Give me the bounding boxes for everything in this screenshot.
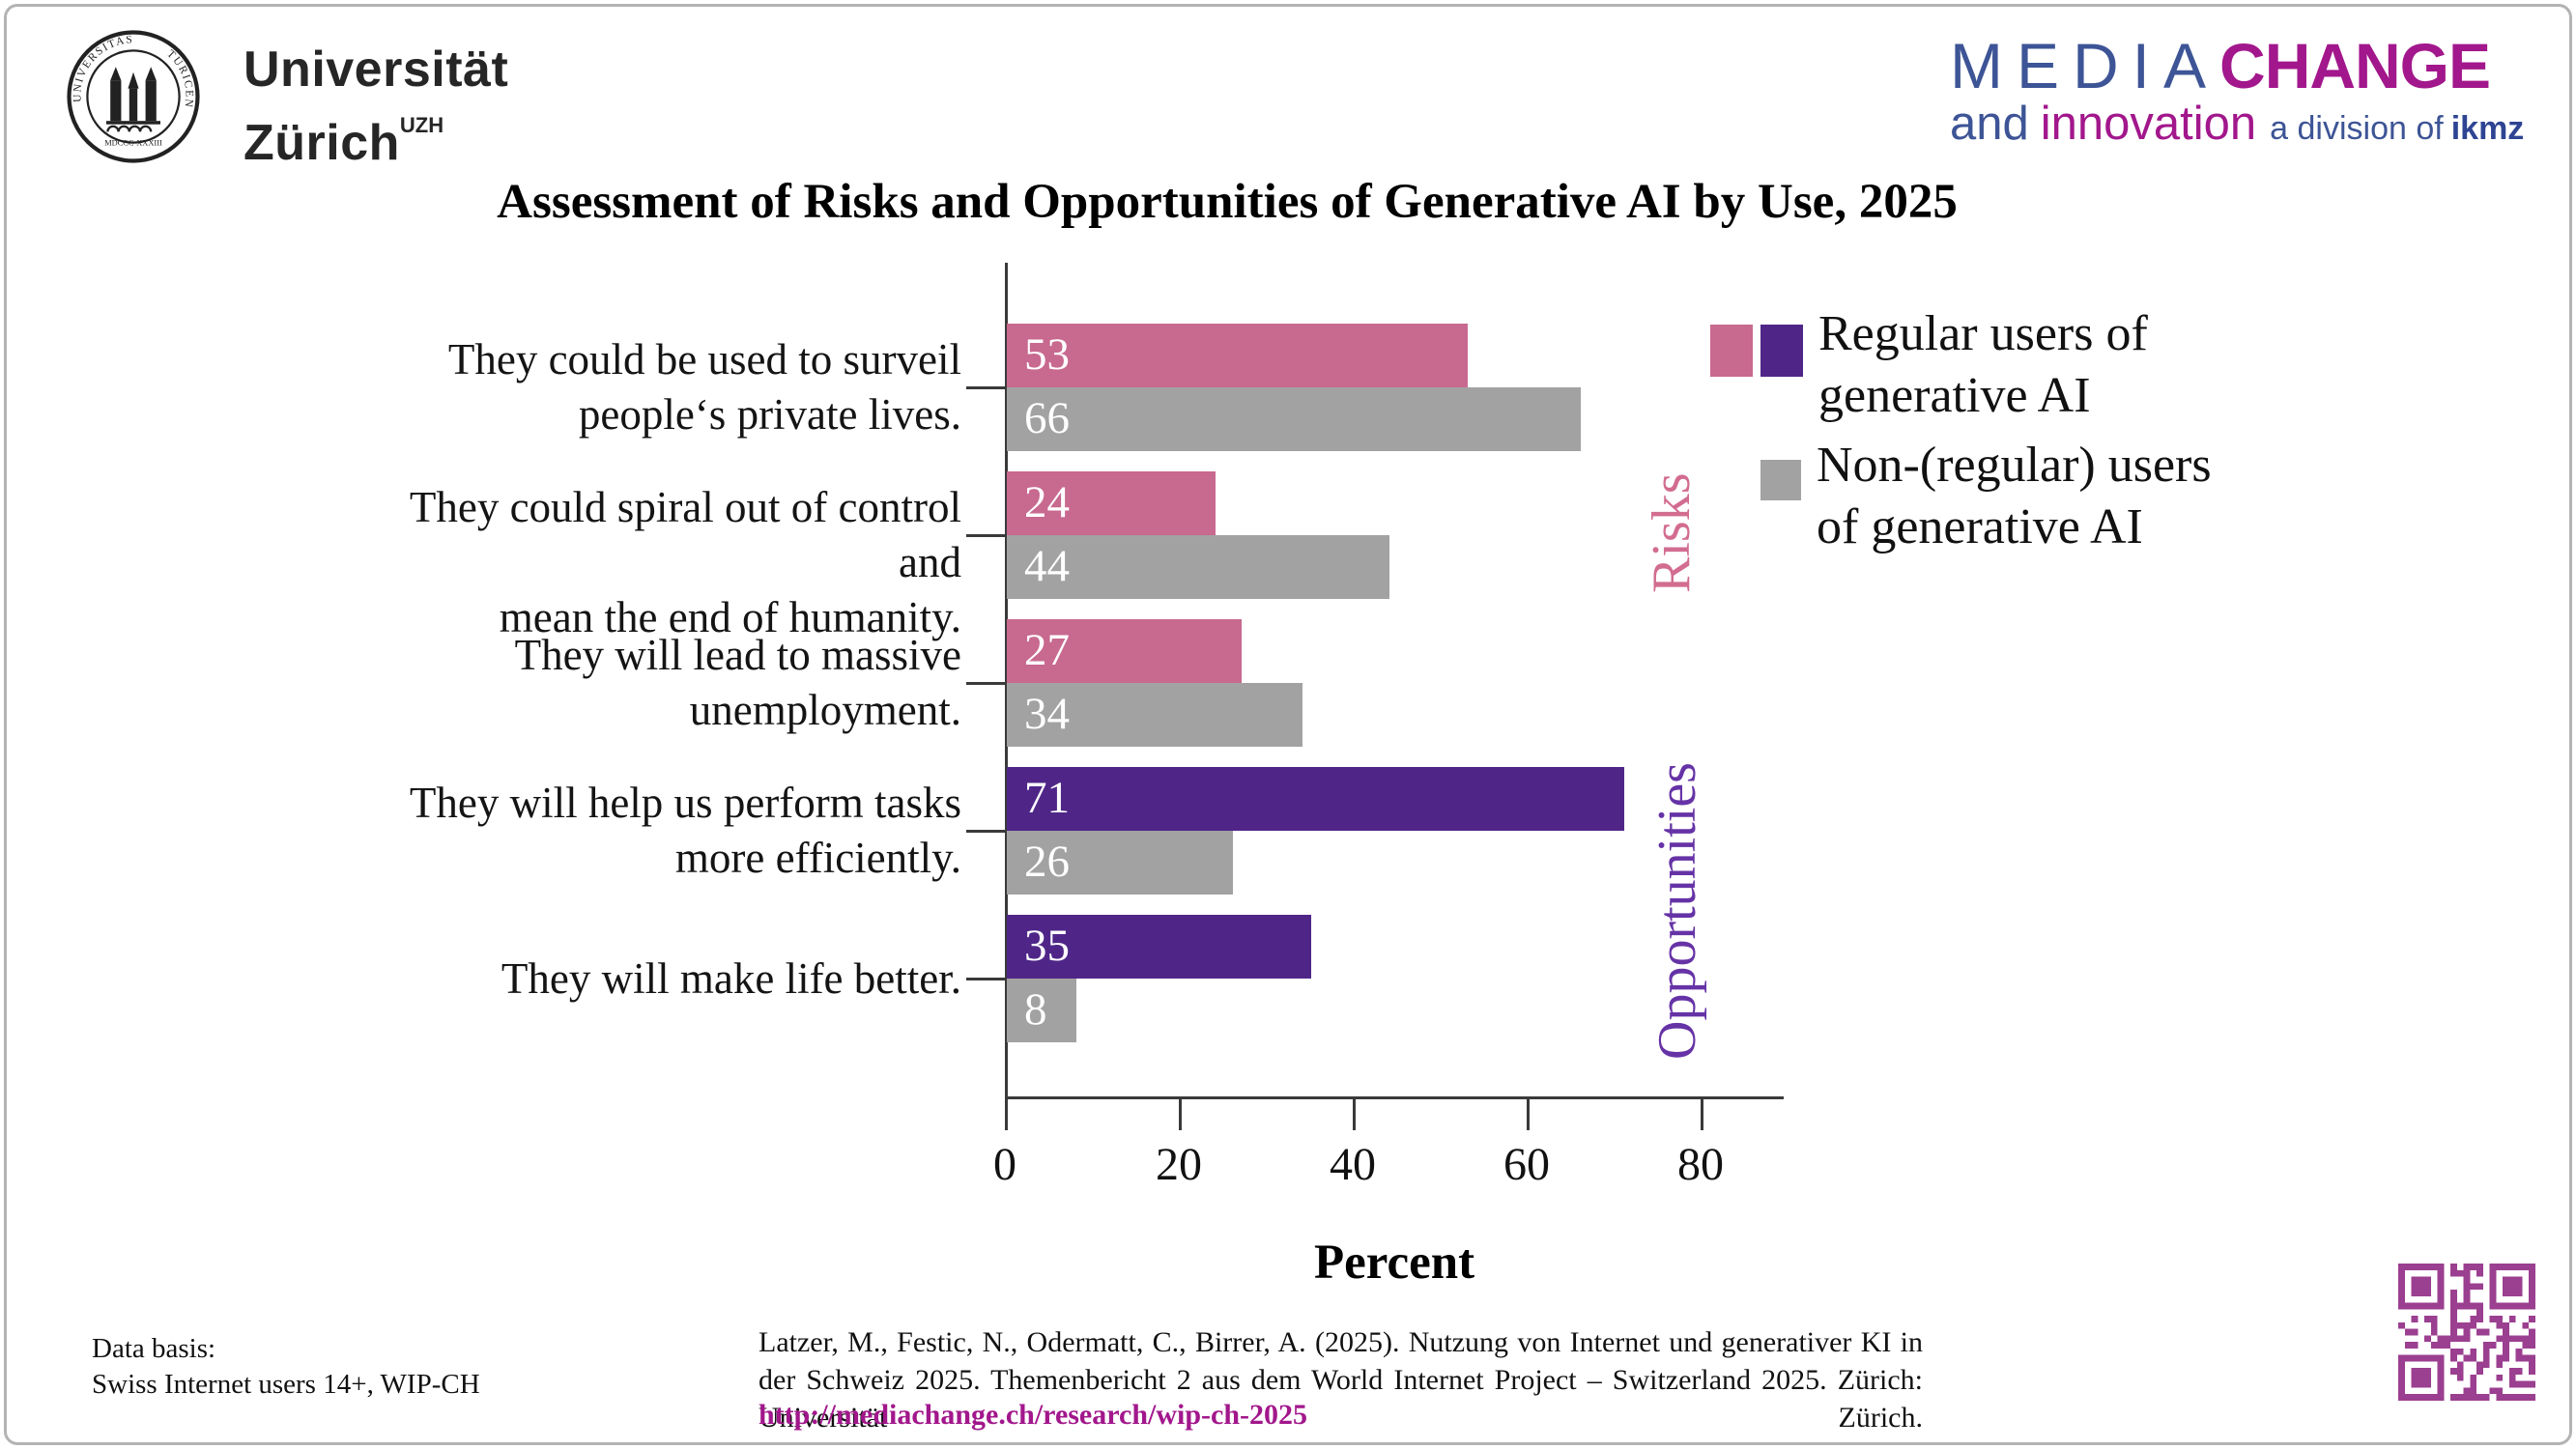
bar-value-label: 71 [1024,773,1070,823]
x-tick-label: 60 [1503,1139,1550,1190]
mediachange-media: MEDIA [1950,30,2220,101]
mediachange-innovation: innovation [2040,98,2257,150]
legend-label: Non-(regular) users of generative AI [1817,438,2212,554]
bar-value-label: 34 [1024,689,1070,739]
mediachange-division-of: a division of [2270,110,2444,147]
bar-value-label: 66 [1024,393,1070,443]
uzh-sup: UZH [399,113,444,137]
bar-nonregular-users: 66 [1007,387,1581,451]
category-leader-line [966,682,1006,685]
chart-title: Assessment of Risks and Opportunities of… [497,175,1958,229]
data-basis-note: Data basis: Swiss Internet users 14+, WI… [92,1333,480,1400]
category-label: They could be used to surveil people‘s pr… [447,335,961,439]
legend-swatch-gray [1760,460,1801,500]
bar-regular-users: 35 [1007,915,1311,979]
legend-item-regular-users: Regular users of generative AI [1710,303,2148,427]
x-tick-label: 20 [1156,1139,1202,1190]
uzh-seal-icon: UNIVERSITAS TURICENSIS MDCCC·XXXIII [66,29,200,163]
category-leader-line [966,386,1006,389]
legend-label: Regular users of generative AI [1818,306,2148,423]
bar-nonregular-users: 44 [1007,535,1389,599]
bar-value-label: 53 [1024,329,1070,380]
uzh-wordmark: Universität ZürichUZH [243,42,509,171]
bar-nonregular-users: 34 [1007,683,1302,747]
bar-regular-users: 71 [1007,767,1624,831]
section-label-risks: Risks [1642,472,1702,594]
category-leader-line [966,830,1006,833]
x-axis-line [1005,1096,1784,1099]
bar-value-label: 8 [1024,984,1047,1035]
bar-value-label: 44 [1024,541,1070,591]
bar-regular-users: 24 [1007,471,1216,535]
x-tick-label: 0 [993,1139,1016,1190]
qr-code [2398,1264,2535,1401]
x-tick [1353,1097,1356,1130]
mediachange-logo: MEDIA CHANGE and innovation a division of… [1950,29,2524,151]
x-tick [1005,1097,1008,1130]
mediachange-change: CHANGE [2219,30,2491,101]
x-tick-label: 80 [1677,1139,1724,1190]
section-label-opportunities: Opportunities [1647,762,1707,1060]
x-tick [1701,1097,1703,1130]
bar-value-label: 26 [1024,837,1070,887]
bar-nonregular-users: 8 [1007,979,1076,1042]
y-axis-line [1005,263,1008,1099]
legend-swatch-pink [1710,325,1753,377]
bar-value-label: 27 [1024,625,1070,675]
bar-nonregular-users: 26 [1007,831,1233,895]
citation-url-link[interactable]: http://mediachange.ch/research/wip-ch-20… [758,1399,1308,1431]
bar-regular-users: 53 [1007,324,1468,387]
bar-value-label: 24 [1024,477,1070,527]
x-tick-label: 40 [1330,1139,1376,1190]
category-leader-line [966,978,1006,980]
x-tick [1527,1097,1530,1130]
bar-value-label: 35 [1024,921,1070,971]
category-label: They will lead to massive unemployment. [514,631,961,734]
bar-regular-users: 27 [1007,619,1242,683]
mediachange-and: and [1950,98,2029,150]
legend-swatch-purple [1760,325,1803,377]
category-label: They could spiral out of control and mean… [409,483,961,641]
citation-text: Latzer, M., Festic, N., Odermatt, C., Bi… [758,1326,1923,1434]
x-tick [1179,1097,1182,1130]
uzh-seal-year: MDCCC·XXXIII [104,138,162,147]
category-leader-line [966,534,1006,537]
x-axis-title: Percent [1313,1236,1475,1290]
category-label: They will help us perform tasks more effi… [409,779,961,882]
category-label: They will make life better. [501,953,961,1003]
legend-item-nonregular-users: Non-(regular) users of generative AI [1760,435,2212,558]
mediachange-ikmz: ikmz [2450,110,2525,147]
